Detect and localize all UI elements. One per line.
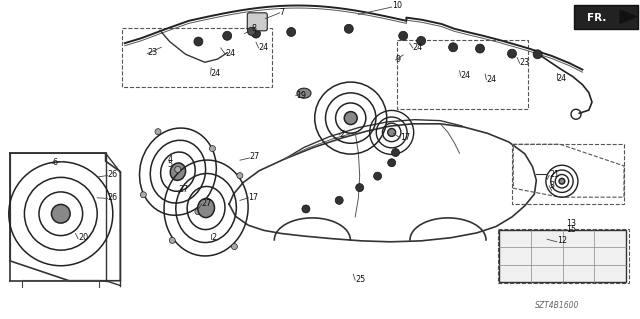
Text: 27: 27: [178, 185, 188, 194]
Circle shape: [248, 27, 255, 35]
Text: 21: 21: [549, 170, 559, 179]
FancyBboxPatch shape: [247, 13, 268, 31]
Circle shape: [302, 205, 310, 213]
Text: 15: 15: [566, 225, 577, 234]
Circle shape: [508, 49, 516, 58]
Circle shape: [155, 129, 161, 135]
Bar: [512, 144, 624, 204]
Text: 5: 5: [168, 160, 173, 169]
Text: 4: 4: [168, 155, 173, 164]
Circle shape: [287, 27, 296, 36]
Ellipse shape: [297, 88, 311, 98]
Text: 24: 24: [486, 75, 497, 84]
Ellipse shape: [198, 198, 214, 218]
Circle shape: [476, 44, 484, 53]
Circle shape: [533, 50, 542, 59]
Bar: [122, 28, 272, 87]
Text: 26: 26: [108, 170, 118, 179]
Text: 9: 9: [396, 55, 401, 63]
Text: 7: 7: [280, 8, 285, 17]
Text: 20: 20: [78, 233, 88, 242]
Text: 13: 13: [566, 219, 577, 228]
Text: 24: 24: [225, 49, 236, 58]
Text: 17: 17: [248, 193, 259, 202]
Circle shape: [232, 244, 237, 249]
Circle shape: [140, 192, 147, 198]
Circle shape: [559, 178, 564, 184]
Circle shape: [170, 237, 175, 243]
Text: 24: 24: [413, 43, 423, 52]
Text: 24: 24: [557, 74, 567, 83]
Circle shape: [175, 167, 180, 172]
Circle shape: [356, 184, 364, 192]
Bar: [498, 229, 629, 283]
Bar: [397, 40, 528, 108]
Circle shape: [51, 204, 70, 223]
Text: 12: 12: [557, 236, 567, 245]
Text: 2: 2: [339, 130, 344, 138]
Text: 3: 3: [549, 181, 554, 189]
Text: 23: 23: [520, 58, 530, 67]
Text: 6: 6: [52, 158, 58, 167]
Text: 17: 17: [400, 133, 410, 142]
Text: 26: 26: [108, 193, 118, 202]
Text: 25: 25: [355, 275, 365, 284]
Text: 24: 24: [211, 69, 221, 78]
Text: 24: 24: [461, 70, 471, 79]
Text: 23: 23: [147, 48, 157, 57]
Bar: [499, 230, 626, 282]
Text: 8: 8: [252, 24, 257, 33]
Circle shape: [237, 173, 243, 179]
Circle shape: [209, 145, 216, 152]
Circle shape: [344, 24, 353, 33]
Text: 19: 19: [296, 91, 306, 100]
Circle shape: [335, 197, 343, 204]
Circle shape: [449, 43, 458, 52]
Text: 27: 27: [250, 152, 260, 161]
Circle shape: [399, 31, 408, 40]
Polygon shape: [620, 10, 637, 24]
Text: 2: 2: [211, 233, 216, 242]
Circle shape: [194, 37, 203, 46]
Text: 27: 27: [202, 199, 212, 208]
Ellipse shape: [170, 163, 186, 180]
Text: SZT4B1600: SZT4B1600: [534, 301, 579, 310]
Text: 10: 10: [392, 1, 402, 10]
Circle shape: [388, 159, 396, 167]
Circle shape: [252, 29, 260, 38]
FancyBboxPatch shape: [573, 5, 639, 28]
Text: FR.: FR.: [587, 13, 606, 23]
Circle shape: [388, 129, 396, 137]
Circle shape: [417, 36, 426, 45]
Circle shape: [392, 149, 399, 157]
Circle shape: [344, 112, 357, 124]
Circle shape: [223, 31, 232, 40]
Circle shape: [374, 172, 381, 180]
Circle shape: [195, 209, 201, 215]
Text: 24: 24: [259, 43, 269, 52]
